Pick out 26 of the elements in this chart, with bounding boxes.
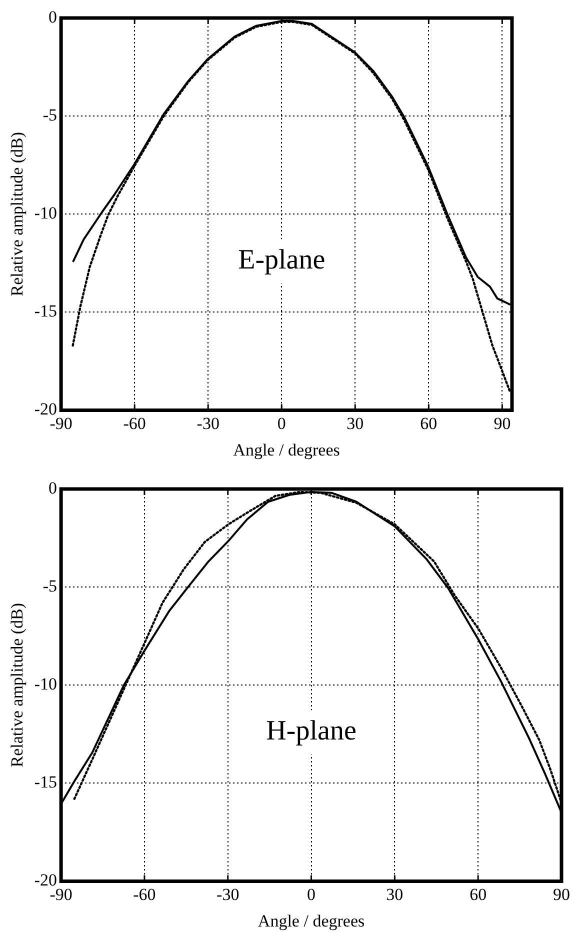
y-tick-label: -10 <box>34 204 58 223</box>
y-tick-label: 0 <box>48 478 58 498</box>
y-tick-label: -5 <box>42 106 58 125</box>
x-tick-label: 60 <box>470 884 487 904</box>
x-axis-title: Angle / degrees <box>258 911 365 930</box>
x-tick-label: -30 <box>216 884 240 904</box>
y-tick-label: -15 <box>34 772 58 792</box>
y-tick-label: -10 <box>34 674 58 694</box>
annotation: H-plane <box>266 716 356 747</box>
x-tick-label: -60 <box>133 884 156 904</box>
x-tick-label: 30 <box>386 884 404 904</box>
x-tick-label: 60 <box>420 414 438 433</box>
y-tick-label: -5 <box>42 576 58 596</box>
x-tick-label: 90 <box>494 414 511 433</box>
y-axis-title: Relative amplitude (dB) <box>8 602 27 768</box>
x-tick-label: 90 <box>553 884 570 904</box>
x-axis-title: Angle / degrees <box>233 440 340 460</box>
y-axis-title: Relative amplitude (dB) <box>8 132 27 296</box>
y-tick-label: 0 <box>48 7 58 26</box>
x-tick-label: 0 <box>277 414 286 433</box>
y-tick-label: -15 <box>34 302 58 321</box>
annotation: E-plane <box>238 244 326 276</box>
x-tick-label: -60 <box>123 414 146 433</box>
x-tick-label: 30 <box>346 414 364 433</box>
x-tick-label: 0 <box>307 884 316 904</box>
x-tick-label: -30 <box>196 414 220 433</box>
